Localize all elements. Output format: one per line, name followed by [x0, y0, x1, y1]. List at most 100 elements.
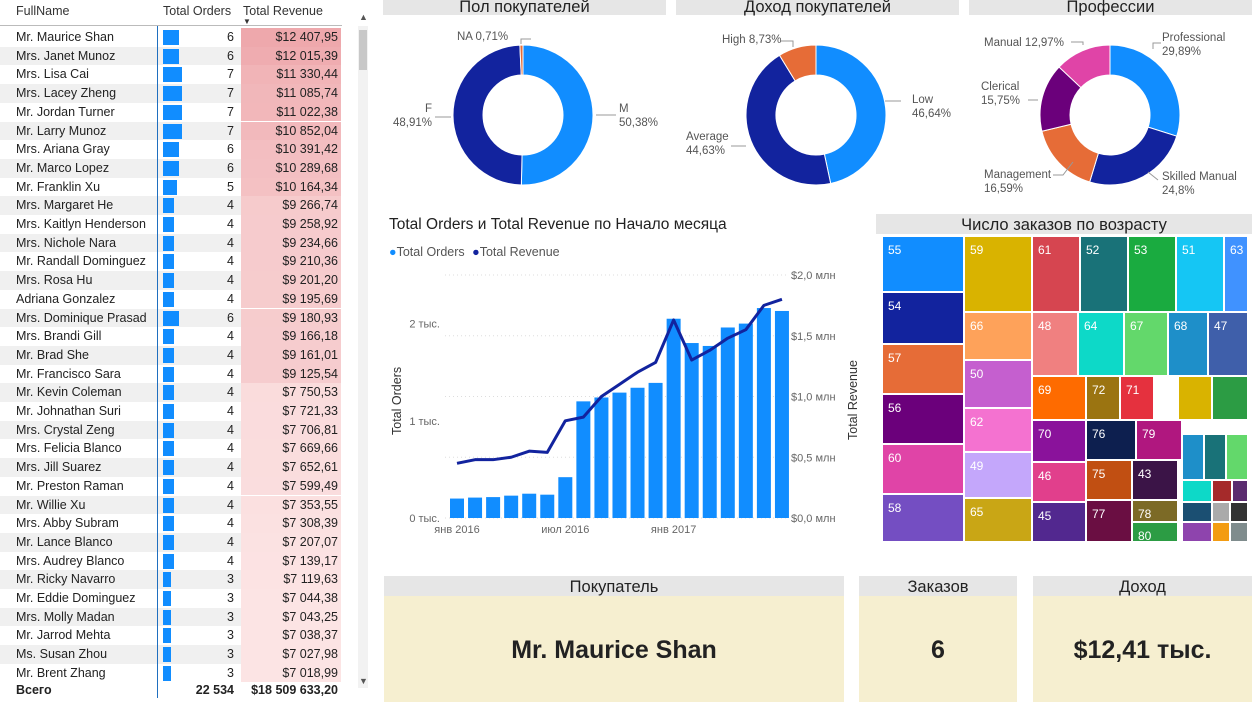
table-row[interactable]: Mrs. Brandi Gill 4 $9 166,18: [0, 327, 340, 346]
treemap-cell-age-80[interactable]: 80: [1132, 522, 1178, 542]
table-row[interactable]: Mr. Marco Lopez 6 $10 289,68: [0, 159, 340, 178]
treemap-cell-age-61[interactable]: 61: [1032, 236, 1080, 312]
table-row[interactable]: Mr. Brad She 4 $9 161,01: [0, 346, 340, 365]
treemap-cell-age-50[interactable]: 50: [964, 360, 1032, 408]
treemap-cell-age-55[interactable]: 55: [882, 236, 964, 292]
treemap-cell-age-56[interactable]: 56: [882, 394, 964, 444]
treemap-cell-age-68[interactable]: 68: [1168, 312, 1208, 376]
treemap-cell-small[interactable]: [1230, 502, 1248, 522]
table-row[interactable]: Mrs. Ariana Gray 6 $10 391,42: [0, 140, 340, 159]
bar-total-orders[interactable]: [739, 324, 753, 518]
bar-total-orders[interactable]: [721, 327, 735, 518]
bar-total-orders[interactable]: [468, 498, 482, 518]
treemap-cell-age-58[interactable]: 58: [882, 494, 964, 542]
bar-total-orders[interactable]: [757, 308, 771, 518]
bar-total-orders[interactable]: [558, 477, 572, 518]
table-row[interactable]: Mrs. Dominique Prasad 6 $9 180,93: [0, 309, 340, 328]
table-row[interactable]: Mr. Willie Xu 4 $7 353,55: [0, 496, 340, 515]
treemap-cell-small[interactable]: [1212, 480, 1232, 502]
table-row[interactable]: Mrs. Crystal Zeng 4 $7 706,81: [0, 421, 340, 440]
table-row[interactable]: Mr. Lance Blanco 4 $7 207,07: [0, 533, 340, 552]
treemap-cell-age-72[interactable]: 72: [1086, 376, 1120, 420]
treemap-cell-age-71[interactable]: 71: [1120, 376, 1154, 420]
treemap-cell-small[interactable]: [1182, 502, 1212, 522]
table-row[interactable]: Mrs. Margaret He 4 $9 266,74: [0, 196, 340, 215]
table-row[interactable]: Adriana Gonzalez 4 $9 195,69: [0, 290, 340, 309]
col-header-fullname[interactable]: FullName: [16, 4, 70, 18]
treemap-cell-small[interactable]: [1182, 480, 1212, 502]
bar-total-orders[interactable]: [667, 319, 681, 518]
treemap-cell-age-45[interactable]: 45: [1032, 502, 1086, 542]
table-row[interactable]: Mr. Francisco Sara 4 $9 125,54: [0, 365, 340, 384]
table-row[interactable]: Mrs. Janet Munoz 6 $12 015,39: [0, 47, 340, 66]
treemap-cell-age-48[interactable]: 48: [1032, 312, 1078, 376]
donut-slice-f[interactable]: [453, 45, 522, 185]
treemap-cell-age-69[interactable]: 69: [1032, 376, 1086, 420]
table-row[interactable]: Mr. Maurice Shan 6 $12 407,95: [0, 28, 340, 47]
bar-total-orders[interactable]: [504, 496, 518, 518]
table-row[interactable]: Mrs. Molly Madan 3 $7 043,25: [0, 608, 340, 627]
table-row[interactable]: Mr. Kevin Coleman 4 $7 750,53: [0, 383, 340, 402]
table-row[interactable]: Mr. Eddie Dominguez 3 $7 044,38: [0, 589, 340, 608]
treemap-cell-small[interactable]: [1182, 434, 1204, 480]
treemap-cell-age-52[interactable]: 52: [1080, 236, 1128, 312]
treemap-cell-age-76[interactable]: 76: [1086, 420, 1136, 460]
table-scrollbar[interactable]: ▲ ▼: [358, 26, 368, 688]
treemap-cell-age-53[interactable]: 53: [1128, 236, 1176, 312]
bar-total-orders[interactable]: [685, 343, 699, 518]
table-row[interactable]: Mr. Larry Munoz 7 $10 852,04: [0, 122, 340, 141]
bar-total-orders[interactable]: [631, 388, 645, 518]
treemap-cell-age-78[interactable]: 78: [1132, 500, 1178, 522]
treemap-cell-age-67[interactable]: 67: [1124, 312, 1168, 376]
col-header-orders[interactable]: Total Orders: [163, 4, 231, 18]
table-row[interactable]: Mrs. Nichole Nara 4 $9 234,66: [0, 234, 340, 253]
table-row[interactable]: Mrs. Rosa Hu 4 $9 201,20: [0, 271, 340, 290]
table-row[interactable]: Mr. Johnathan Suri 4 $7 721,33: [0, 402, 340, 421]
treemap-cell-small[interactable]: [1212, 502, 1230, 522]
bar-total-orders[interactable]: [703, 346, 717, 518]
bar-total-orders[interactable]: [540, 495, 554, 518]
table-row[interactable]: Mrs. Lacey Zheng 7 $11 085,74: [0, 84, 340, 103]
treemap-cell-small[interactable]: [1230, 522, 1248, 542]
treemap-cell-age-65[interactable]: 65: [964, 498, 1032, 542]
table-row[interactable]: Mrs. Kaitlyn Henderson 4 $9 258,92: [0, 215, 340, 234]
scroll-up-icon[interactable]: ▲: [359, 12, 368, 22]
treemap-cell-age-46[interactable]: 46: [1032, 462, 1086, 502]
treemap-cell-age-77[interactable]: 77: [1086, 500, 1132, 542]
treemap-cell-small[interactable]: [1226, 434, 1248, 480]
treemap-cell-age-79[interactable]: 79: [1136, 420, 1182, 460]
table-row[interactable]: Mr. Preston Raman 4 $7 599,49: [0, 477, 340, 496]
bar-total-orders[interactable]: [594, 397, 608, 518]
legend-orders[interactable]: Total Orders: [397, 245, 465, 259]
table-row[interactable]: Mr. Jarrod Mehta 3 $7 038,37: [0, 626, 340, 645]
treemap-cell-age-51[interactable]: 51: [1176, 236, 1224, 312]
treemap-cell-age-59[interactable]: 59: [964, 236, 1032, 312]
table-row[interactable]: Mrs. Audrey Blanco 4 $7 139,17: [0, 552, 340, 571]
scroll-thumb[interactable]: [359, 30, 367, 70]
table-row[interactable]: Mr. Franklin Xu 5 $10 164,34: [0, 178, 340, 197]
treemap-cell-age-62[interactable]: 62: [964, 408, 1032, 452]
table-row[interactable]: Mr. Brent Zhang 3 $7 018,99: [0, 664, 340, 683]
col-header-revenue[interactable]: Total Revenue: [243, 4, 323, 18]
treemap-cell-small[interactable]: [1232, 480, 1248, 502]
bar-total-orders[interactable]: [612, 393, 626, 518]
treemap-cell-small[interactable]: [1178, 376, 1212, 420]
treemap-cell-age-49[interactable]: 49: [964, 452, 1032, 498]
treemap-cell-age-54[interactable]: 54: [882, 292, 964, 344]
scroll-down-icon[interactable]: ▼: [359, 676, 368, 686]
table-row[interactable]: Mr. Jordan Turner 7 $11 022,38: [0, 103, 340, 122]
table-row[interactable]: Mrs. Jill Suarez 4 $7 652,61: [0, 458, 340, 477]
treemap-cell-age-66[interactable]: 66: [964, 312, 1032, 360]
treemap-cell-age-57[interactable]: 57: [882, 344, 964, 394]
table-row[interactable]: Mr. Ricky Navarro 3 $7 119,63: [0, 570, 340, 589]
bar-total-orders[interactable]: [450, 499, 464, 518]
treemap-cell-small[interactable]: [1182, 522, 1212, 542]
bar-total-orders[interactable]: [649, 383, 663, 518]
treemap-cell-age-60[interactable]: 60: [882, 444, 964, 494]
treemap-cell-age-64[interactable]: 64: [1078, 312, 1124, 376]
table-row[interactable]: Mrs. Abby Subram 4 $7 308,39: [0, 514, 340, 533]
bar-total-orders[interactable]: [486, 497, 500, 518]
table-row[interactable]: Mrs. Felicia Blanco 4 $7 669,66: [0, 439, 340, 458]
bar-total-orders[interactable]: [522, 494, 536, 518]
legend-revenue[interactable]: Total Revenue: [480, 245, 560, 259]
